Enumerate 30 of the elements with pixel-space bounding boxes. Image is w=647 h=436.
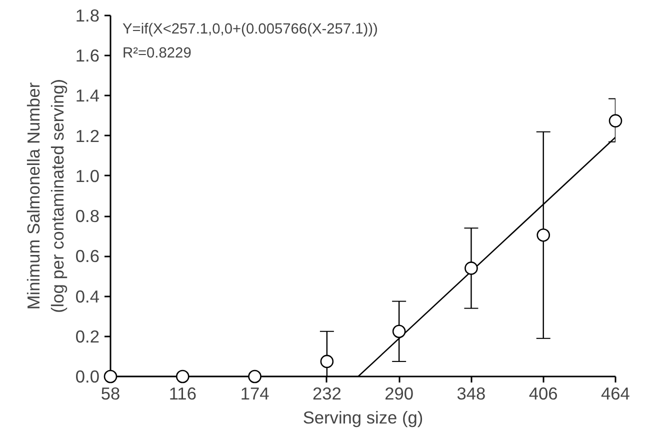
point [608,114,622,128]
y-tick-label: 1.0 [75,166,100,186]
x-axis-title: Serving size (g) [302,408,424,428]
y-tick-label: 1.4 [75,86,100,106]
point [464,262,478,275]
y-tick-label: 1.2 [75,126,100,146]
y-tick-label: 0.0 [75,366,100,386]
point [104,370,118,384]
point [248,370,262,384]
point [536,228,550,242]
y-tick-label: 0.2 [75,326,100,346]
annotation: Y=if(X<257.1,0,0+(0.005766(X-257.1))) [122,22,378,38]
y-tick-label: 1.8 [75,6,100,26]
x-tick-label: 58 [100,384,120,404]
point [320,354,334,368]
x-tick-label: 290 [384,384,414,404]
x-tick-label: 464 [601,384,630,404]
annotation: R²=0.8229 [122,46,192,62]
x-tick-label: 174 [240,384,270,404]
y-tick-label: 0.6 [75,246,100,266]
y-tick-label: 0.4 [75,286,100,306]
y-tick-label: 1.6 [75,46,100,66]
point [176,370,190,384]
x-tick-label: 232 [312,384,342,404]
point [392,324,406,338]
y-axis-title: Minimum Salmonella Number (log per contaminated serving) [23,78,68,314]
x-tick-label: 406 [528,384,558,404]
x-tick-label: 348 [456,384,486,404]
y-tick-label: 0.8 [75,206,100,226]
x-tick-label: 116 [168,384,196,404]
